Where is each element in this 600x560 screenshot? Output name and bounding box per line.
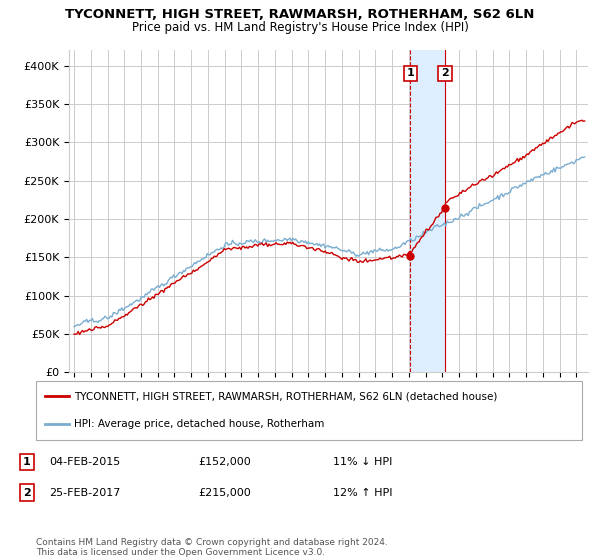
Text: 1: 1 (406, 68, 414, 78)
Text: £215,000: £215,000 (198, 488, 251, 498)
Text: TYCONNETT, HIGH STREET, RAWMARSH, ROTHERHAM, S62 6LN: TYCONNETT, HIGH STREET, RAWMARSH, ROTHER… (65, 8, 535, 21)
Text: £152,000: £152,000 (198, 457, 251, 467)
Text: 12% ↑ HPI: 12% ↑ HPI (333, 488, 392, 498)
Text: Price paid vs. HM Land Registry's House Price Index (HPI): Price paid vs. HM Land Registry's House … (131, 21, 469, 34)
Text: 04-FEB-2015: 04-FEB-2015 (49, 457, 121, 467)
Bar (410, 50, 445, 372)
Text: 25-FEB-2017: 25-FEB-2017 (49, 488, 121, 498)
Text: 2: 2 (23, 488, 31, 498)
Text: HPI: Average price, detached house, Rotherham: HPI: Average price, detached house, Roth… (74, 419, 324, 429)
Text: 2: 2 (441, 68, 449, 78)
Text: 11% ↓ HPI: 11% ↓ HPI (333, 457, 392, 467)
Text: Contains HM Land Registry data © Crown copyright and database right 2024.
This d: Contains HM Land Registry data © Crown c… (36, 538, 388, 557)
Text: TYCONNETT, HIGH STREET, RAWMARSH, ROTHERHAM, S62 6LN (detached house): TYCONNETT, HIGH STREET, RAWMARSH, ROTHER… (74, 391, 497, 402)
Text: 1: 1 (23, 457, 31, 467)
